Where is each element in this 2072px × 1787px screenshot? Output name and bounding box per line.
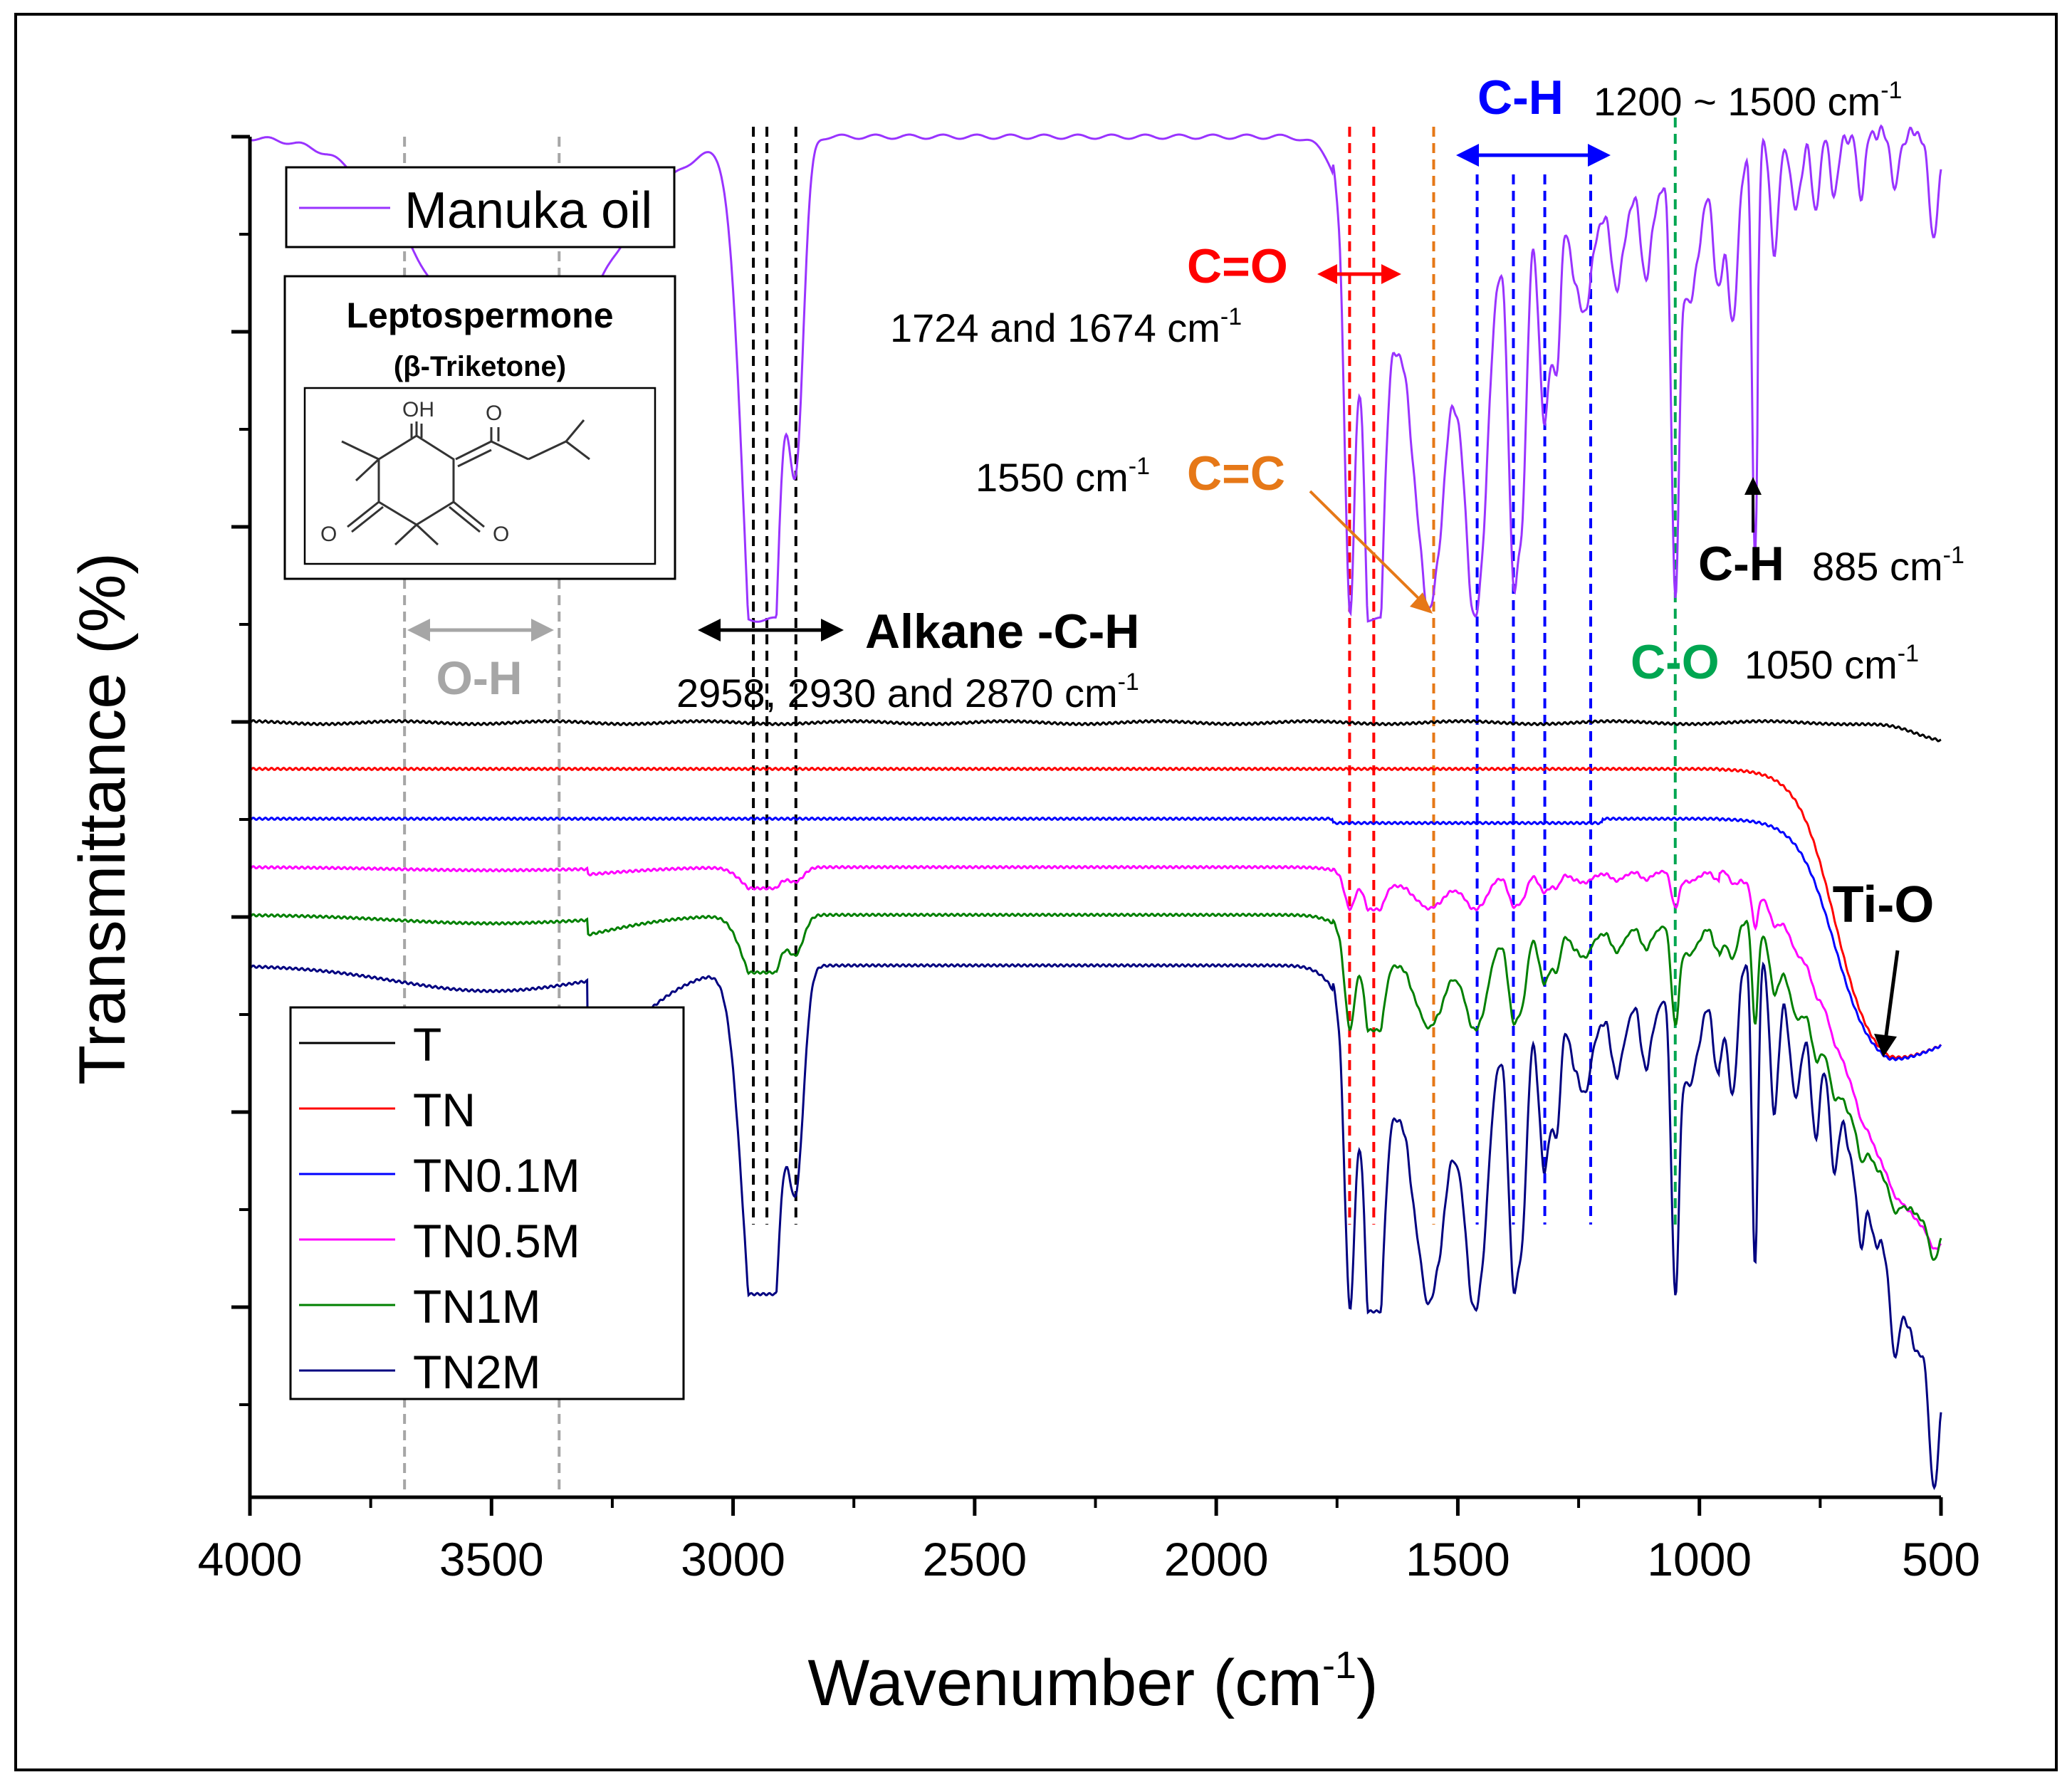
- ch-range: 1200 ~ 1500 cm-1: [1594, 77, 1902, 124]
- ch885-values: 885 cm-1: [1812, 542, 1964, 589]
- tio-label: Ti-O: [1833, 876, 1935, 933]
- x-axis-title: Wavenumber (cm-1): [807, 1644, 1378, 1719]
- structure-bonds: [341, 419, 590, 546]
- x-tick-label: 3000: [681, 1533, 785, 1586]
- ch-arrowhead-right: [1588, 144, 1611, 167]
- alkane-arrowhead-right: [821, 619, 844, 641]
- inset-title: Leptospermone: [346, 295, 613, 335]
- co-single-label: C-O: [1631, 635, 1720, 689]
- x-tick-label: 2500: [922, 1533, 1027, 1586]
- legend-label-tn05m: TN0.5M: [413, 1215, 580, 1267]
- co-single-values: 1050 cm-1: [1744, 640, 1919, 687]
- alkane-values: 2958, 2930 and 2870 cm-1: [676, 669, 1139, 716]
- legend-label-manuka: Manuka oil: [404, 182, 652, 239]
- ch-label: C-H: [1477, 70, 1564, 125]
- x-tick-label: 500: [1902, 1533, 1980, 1586]
- co-double-arrowhead-left: [1317, 264, 1337, 284]
- x-tick-label: 1000: [1647, 1533, 1752, 1586]
- alkane-arrowhead-left: [698, 619, 721, 641]
- x-tick-label: 2000: [1164, 1533, 1269, 1586]
- oh-arrowhead-right: [531, 619, 554, 641]
- atom-o-right: O: [493, 523, 509, 546]
- co-double-arrowhead-right: [1381, 264, 1401, 284]
- series-line-T: [249, 718, 1942, 743]
- y-axis-title: Transmittance (%): [66, 552, 139, 1085]
- cc-values: 1550 cm-1: [975, 453, 1150, 500]
- legend-label-tn01m: TN0.1M: [413, 1149, 580, 1202]
- annotations: O-H Alkane -C-H 2958, 2930 and 2870 cm-1…: [407, 70, 1964, 1057]
- legend-label-tn: TN: [413, 1084, 476, 1136]
- series-line-TN0.5M: [249, 864, 1942, 1250]
- tio-arrow: [1883, 950, 1900, 1042]
- co-double-values: 1724 and 1674 cm-1: [890, 303, 1242, 350]
- x-ticks: 4000 3500 3000 2500 2000 1500 1000 500: [198, 1497, 1980, 1586]
- y-ticks: [231, 135, 250, 1406]
- legend-bottom: T TN TN0.1M TN0.5M TN1M TN2M: [289, 1006, 685, 1400]
- oh-arrowhead-left: [407, 619, 430, 641]
- tio-arrowhead: [1874, 1034, 1897, 1057]
- x-tick-label: 4000: [198, 1533, 303, 1586]
- inset-subtitle: (β-Triketone): [394, 351, 566, 382]
- series-line-TN2M: [249, 961, 1942, 1491]
- legend-top: Manuka oil: [285, 166, 676, 248]
- co-double-label: C=O: [1187, 239, 1288, 293]
- atom-oh: OH: [402, 398, 434, 421]
- legend-label-t: T: [413, 1018, 441, 1071]
- oh-label: O-H: [436, 651, 523, 704]
- legend-label-tn1m: TN1M: [413, 1280, 541, 1333]
- atom-o-left: O: [320, 523, 337, 546]
- ch885-arrowhead: [1744, 477, 1762, 495]
- ch885-label: C-H: [1698, 537, 1784, 591]
- structure-box: [303, 387, 656, 565]
- cc-arrow: [1309, 490, 1425, 605]
- series-line-TN1M: [249, 912, 1942, 1262]
- x-tick-label: 3500: [439, 1533, 544, 1586]
- cc-arrowhead: [1410, 592, 1433, 614]
- x-tick-label: 1500: [1406, 1533, 1510, 1586]
- legend-label-tn2m: TN2M: [413, 1346, 541, 1398]
- leptospermone-inset: Leptospermone (β-Triketone) OH O: [283, 275, 676, 580]
- alkane-label: Alkane -C-H: [865, 604, 1139, 659]
- ch-arrowhead-left: [1456, 144, 1479, 167]
- cc-label: C=C: [1187, 446, 1285, 501]
- legend-bottom-box: [289, 1006, 685, 1400]
- atom-o-ketone: O: [486, 402, 502, 425]
- series-line-TN: [249, 766, 1942, 1060]
- series-line-TN0.1M: [249, 816, 1942, 1062]
